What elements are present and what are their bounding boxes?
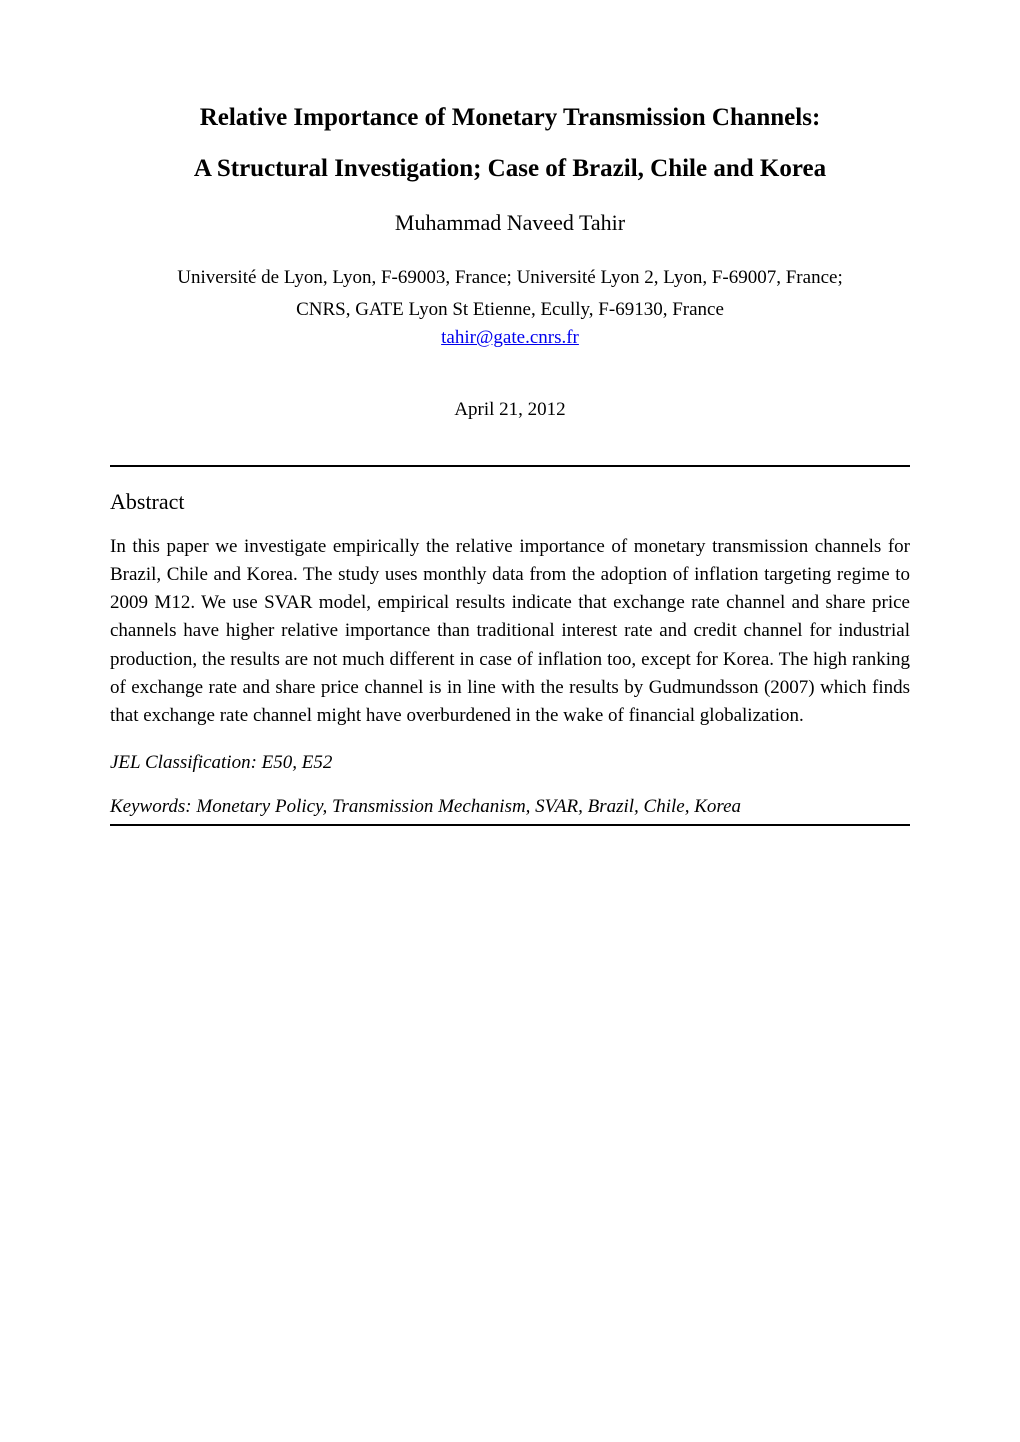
paper-title-line1: Relative Importance of Monetary Transmis…	[110, 100, 910, 135]
affiliation-line2: CNRS, GATE Lyon St Etienne, Ecully, F-69…	[110, 296, 910, 324]
paper-date: April 21, 2012	[110, 399, 910, 421]
keywords: Keywords: Monetary Policy, Transmission …	[110, 796, 910, 818]
paper-title-line2: A Structural Investigation; Case of Braz…	[110, 151, 910, 186]
divider-bottom	[110, 824, 910, 826]
divider-top	[110, 465, 910, 467]
abstract-heading: Abstract	[110, 489, 910, 515]
author-name: Muhammad Naveed Tahir	[110, 210, 910, 236]
author-email: tahir@gate.cnrs.fr	[110, 327, 910, 349]
abstract-body: In this paper we investigate empirically…	[110, 533, 910, 730]
affiliation-line1: Université de Lyon, Lyon, F-69003, Franc…	[110, 264, 910, 292]
email-link[interactable]: tahir@gate.cnrs.fr	[441, 327, 579, 348]
jel-classification: JEL Classification: E50, E52	[110, 752, 910, 774]
